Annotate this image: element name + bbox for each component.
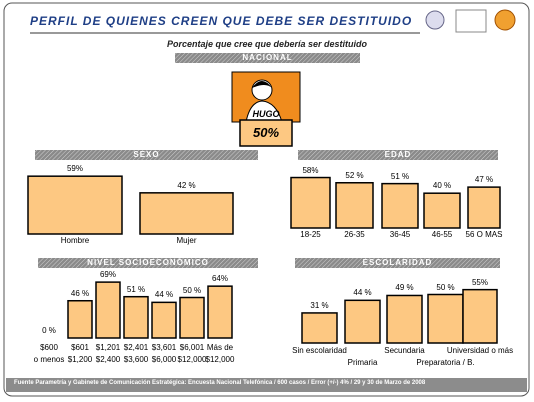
value-label: 49 % <box>395 283 414 293</box>
category-label: Sin escolaridad <box>292 346 347 355</box>
bar <box>207 285 233 339</box>
category-label: 46-55 <box>431 230 453 239</box>
value-label: 52 % <box>345 170 364 180</box>
panel-header <box>295 258 500 268</box>
value-label: 50 % <box>436 282 455 292</box>
value-label: 55% <box>471 277 488 287</box>
bar <box>301 312 338 344</box>
category-label: 36-45 <box>389 230 411 239</box>
bar <box>344 299 381 344</box>
category-label: $3,601 $6,000 <box>151 343 177 364</box>
portrait-hair <box>252 81 272 88</box>
category-label: 26-35 <box>344 230 365 239</box>
title: PERFIL DE QUIENES CREEN QUE DEBE SER DES… <box>30 14 413 28</box>
panel-title: NIVEL SOCIOECONÓMICO <box>87 258 209 267</box>
category-label: $6,001 $12,000 <box>177 343 207 364</box>
logos <box>425 9 516 33</box>
value-label: 42 % <box>177 180 196 190</box>
category-label: Preparatoria / B. <box>416 358 475 367</box>
portrait-body <box>245 100 283 123</box>
value-label: 51 % <box>126 284 146 294</box>
value-label: 44 % <box>353 288 372 298</box>
category-label: 18-25 <box>300 230 321 239</box>
category-label: $2,401 $3,600 <box>123 343 149 364</box>
panel-header <box>298 150 498 160</box>
value-label: 69% <box>99 270 116 280</box>
bar <box>386 294 423 344</box>
value-label: 31 % <box>310 300 329 310</box>
bar <box>179 296 205 339</box>
bar <box>151 301 177 339</box>
bar <box>123 295 149 339</box>
value-label: 47 % <box>474 175 494 185</box>
value-label: 64% <box>211 274 228 284</box>
category-label: Primaria <box>347 358 378 367</box>
bar <box>139 192 234 235</box>
value-label: 46 % <box>70 288 90 298</box>
subtitle: Porcentaje que cree que debería ser dest… <box>166 39 368 49</box>
category-label: $600 o menos <box>33 343 65 364</box>
panel-title: SEXO <box>133 150 160 159</box>
bar <box>335 182 374 229</box>
category-label: $1,201 $2,400 <box>95 343 121 364</box>
bar <box>423 192 461 229</box>
value-label: 40 % <box>432 181 452 191</box>
national-value: 50% <box>252 125 280 140</box>
value-label: 58% <box>302 165 319 175</box>
value-label: 51 % <box>390 171 410 181</box>
panel-header <box>175 53 360 63</box>
category-label: Más de $12,000 <box>205 343 235 364</box>
bar <box>467 186 501 229</box>
category-label: Hombre <box>60 236 90 245</box>
panel-title: ESCOLARIDAD <box>362 258 433 267</box>
portrait-label: HUGO <box>252 109 280 119</box>
panel-header <box>38 258 258 268</box>
national-value-box <box>239 119 293 147</box>
bar <box>67 299 93 339</box>
value-label: 50 % <box>182 285 202 295</box>
panel-title: EDAD <box>384 150 412 159</box>
category-label: Secundaria <box>384 346 425 355</box>
bar <box>381 182 419 229</box>
panel-title: NACIONAL <box>242 53 293 62</box>
value-label: 44 % <box>154 290 174 300</box>
value-label: 59% <box>66 164 83 174</box>
value-label: 0 % <box>42 326 56 335</box>
bar <box>95 281 121 339</box>
panel-header <box>35 150 258 160</box>
bar <box>27 175 123 235</box>
bar <box>427 293 464 344</box>
source: Fuente Parametría y Gabinete de Comunica… <box>14 380 426 386</box>
category-label: 56 O MAS <box>465 230 503 239</box>
footer-bar <box>6 378 527 392</box>
bar <box>462 288 498 344</box>
bar <box>290 176 331 229</box>
category-label: Universidad o más <box>446 346 514 355</box>
category-label: $601 $1,200 <box>67 343 93 364</box>
category-label: Mujer <box>176 236 197 245</box>
